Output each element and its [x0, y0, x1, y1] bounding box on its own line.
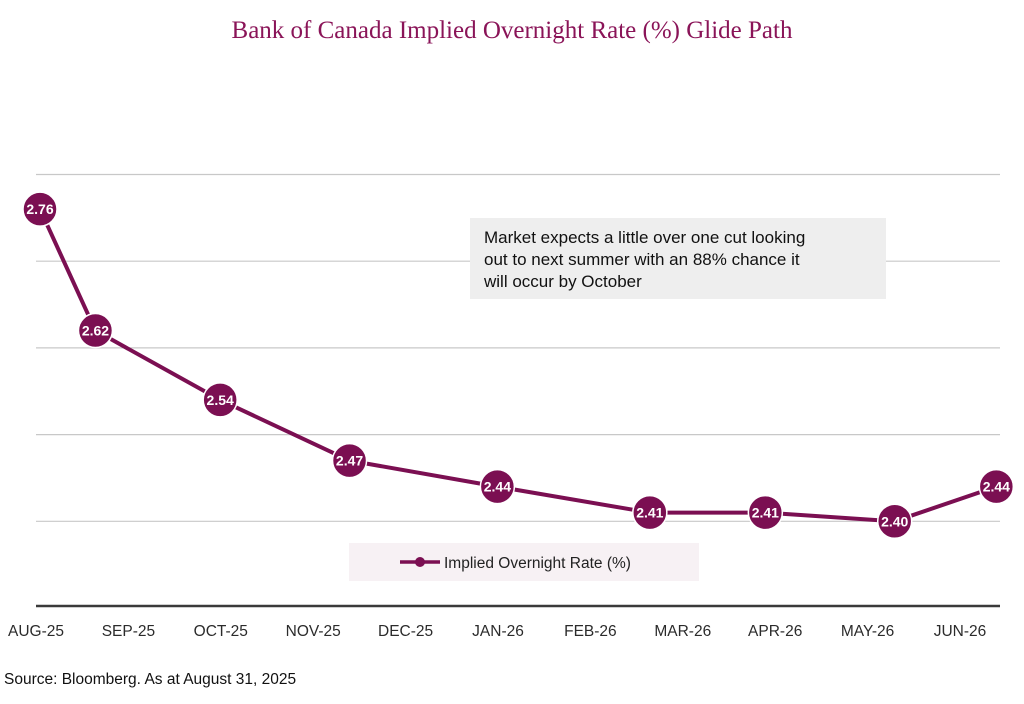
data-label: 2.62 [82, 323, 109, 339]
series-implied-overnight-rate: 2.76 2.62 2.54 2.47 2.44 2.41 2.41 2.40 2.44 [22, 191, 1015, 540]
data-point-marker[interactable] [876, 503, 913, 540]
data-label: 2.44 [484, 479, 511, 495]
data-label: 2.44 [983, 479, 1010, 495]
data-label: 2.47 [336, 453, 363, 469]
annotation-background [470, 218, 886, 299]
legend-label: Implied Overnight Rate (%) [444, 555, 631, 572]
x-tick-label: FEB-26 [564, 623, 617, 640]
x-tick-label: NOV-25 [286, 623, 341, 640]
data-point-marker[interactable] [77, 312, 114, 349]
x-tick-label: JAN-26 [472, 623, 524, 640]
data-label: 2.41 [752, 505, 779, 521]
annotation-box: Market expects a little over one cut loo… [470, 218, 886, 299]
x-tick-label: AUG-25 [8, 623, 64, 640]
data-label: 2.41 [636, 505, 663, 521]
data-point-marker[interactable] [978, 468, 1015, 505]
x-tick-label: DEC-25 [378, 623, 433, 640]
x-tick-label: MAY-26 [841, 623, 894, 640]
x-tick-label: APR-26 [748, 623, 802, 640]
annotation-line-3: will occur by October [483, 272, 642, 291]
data-point-marker[interactable] [331, 442, 368, 479]
annotation-line-2: out to next summer with an 88% chance it [484, 250, 800, 269]
data-point-marker[interactable] [632, 494, 668, 531]
x-tick-labels: AUG-25 SEP-25 OCT-25 NOV-25 DEC-25 JAN-26 FEB-… [8, 623, 986, 640]
chart-title: Bank of Canada Implied Overnight Rate (%… [232, 17, 793, 44]
data-point-marker[interactable] [202, 382, 238, 418]
legend[interactable]: Implied Overnight Rate (%) [349, 543, 699, 581]
data-point-marker[interactable] [747, 494, 784, 531]
data-label: 2.76 [26, 201, 53, 217]
x-tick-label: JUN-26 [934, 623, 987, 640]
source-note: Source: Bloomberg. As at August 31, 2025 [4, 671, 296, 688]
data-point-marker[interactable] [22, 191, 58, 227]
data-label: 2.54 [207, 392, 234, 408]
annotation-line-1: Market expects a little over one cut loo… [484, 228, 805, 247]
data-point-marker[interactable] [479, 468, 516, 505]
x-tick-label: OCT-25 [194, 623, 248, 640]
data-label: 2.40 [881, 513, 908, 529]
x-tick-label: MAR-26 [654, 623, 711, 640]
x-tick-label: SEP-25 [102, 623, 155, 640]
legend-marker-swatch [415, 557, 425, 567]
